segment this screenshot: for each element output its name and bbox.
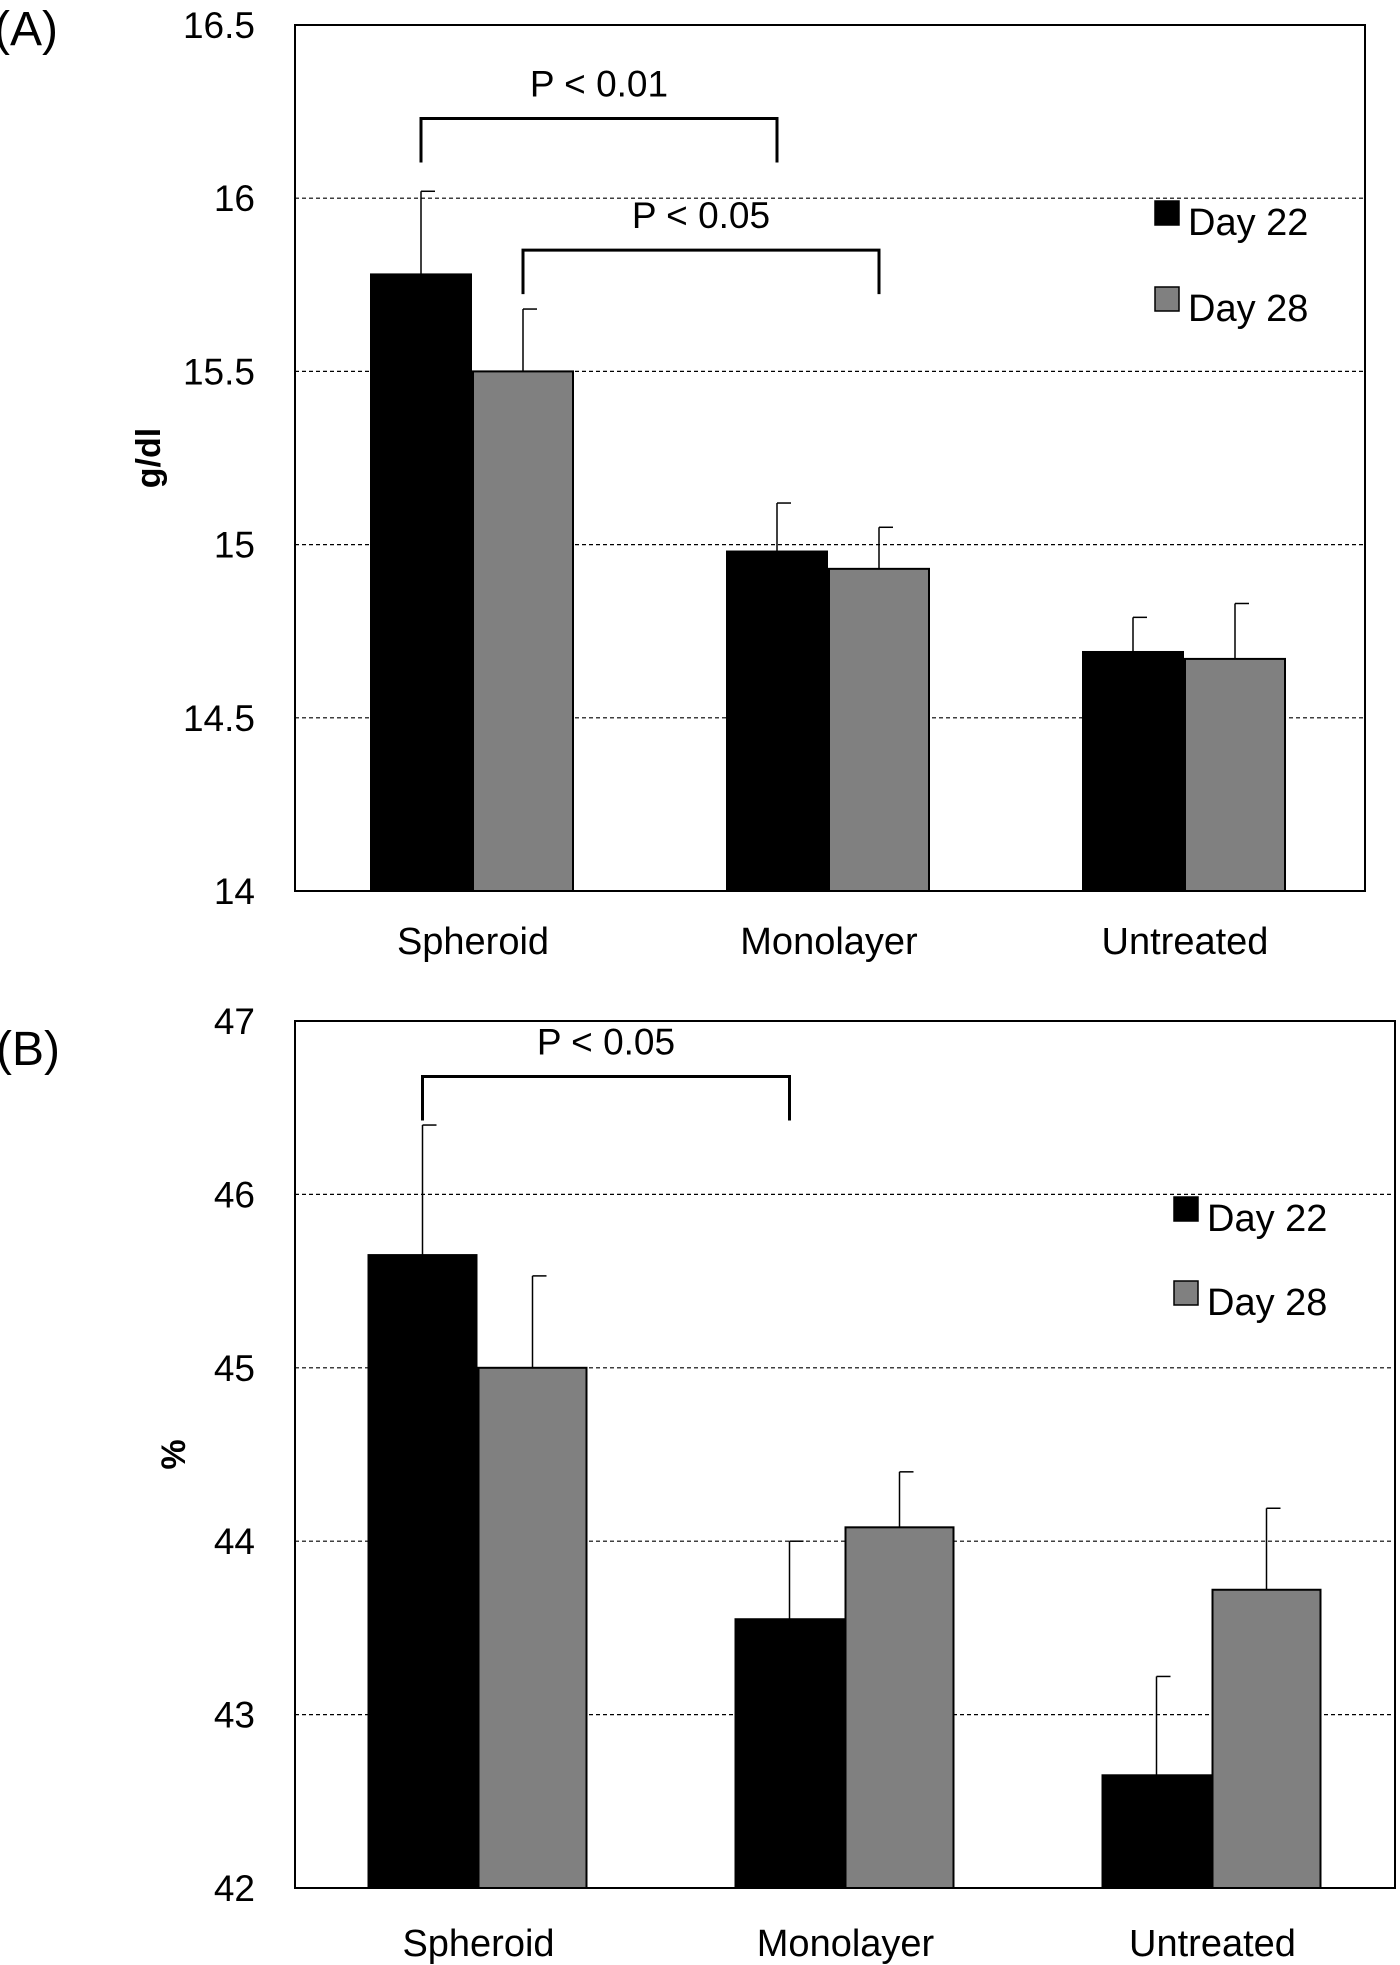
- significance-bracket: [521, 248, 881, 295]
- bar-day-28-untreated: [1211, 1588, 1322, 1889]
- significance-label: P < 0.05: [537, 1021, 675, 1062]
- x-category-label: Monolayer: [757, 1923, 935, 1965]
- bar-day-28-untreated: [1184, 657, 1286, 892]
- legend-label: Day 22: [1188, 202, 1308, 244]
- y-tick-label: 47: [214, 1001, 255, 1042]
- bar-day-22-untreated: [1082, 650, 1184, 893]
- bar-day-22-untreated: [1101, 1774, 1212, 1890]
- y-tick-label: 46: [214, 1174, 255, 1215]
- x-category-label: Monolayer: [740, 921, 918, 963]
- bar-day-28-monolayer: [828, 567, 930, 893]
- bar-day-22-spheroid: [370, 273, 472, 892]
- legend-swatch: [1173, 1280, 1199, 1306]
- chart-panel-b: 42 43 44 45 46 47 Spheroid Monolayer Untreated P …: [0, 1001, 1396, 1965]
- legend-label: Day 22: [1207, 1198, 1327, 1240]
- y-tick-label: 16.5: [183, 5, 255, 46]
- y-tick-label: 15: [214, 525, 255, 566]
- legend-swatch: [1154, 286, 1180, 312]
- panel-label: (A): [0, 3, 58, 56]
- y-tick-label: 14.5: [183, 698, 255, 739]
- y-axis-label: %: [155, 1439, 193, 1469]
- y-tick-label: 16: [214, 178, 255, 219]
- panel-label: (B): [0, 1023, 60, 1076]
- bar-day-28-monolayer: [844, 1526, 955, 1889]
- x-category-label: Spheroid: [397, 921, 549, 963]
- y-tick-label: 45: [214, 1348, 255, 1389]
- significance-label: P < 0.01: [530, 64, 668, 105]
- y-tick-label: 15.5: [183, 351, 255, 392]
- y-tick-label: 44: [214, 1521, 255, 1562]
- legend-label: Day 28: [1207, 1282, 1327, 1324]
- y-tick-label: 14: [214, 871, 255, 912]
- bar-day-28-spheroid: [477, 1366, 588, 1890]
- x-category-label: Spheroid: [402, 1923, 554, 1965]
- bar-day-22-monolayer: [726, 550, 828, 892]
- significance-label: P < 0.05: [632, 195, 770, 236]
- chart-panel-a: 14 14.5 15 15.5 16 16.5 Spheroid Monolayer Untre…: [0, 3, 1366, 963]
- y-axis-label: g/dl: [130, 428, 168, 488]
- x-category-label: Untreated: [1129, 1923, 1296, 1965]
- legend-swatch: [1154, 200, 1180, 226]
- x-category-label: Untreated: [1102, 921, 1269, 963]
- significance-bracket: [419, 117, 779, 163]
- y-tick-label: 43: [214, 1695, 255, 1736]
- legend-label: Day 28: [1188, 288, 1308, 330]
- legend-swatch: [1173, 1196, 1199, 1222]
- significance-bracket: [421, 1074, 791, 1121]
- bar-day-22-monolayer: [734, 1618, 845, 1889]
- bar-day-22-spheroid: [367, 1254, 478, 1889]
- bar-day-28-spheroid: [472, 370, 574, 892]
- y-tick-label: 42: [214, 1868, 255, 1909]
